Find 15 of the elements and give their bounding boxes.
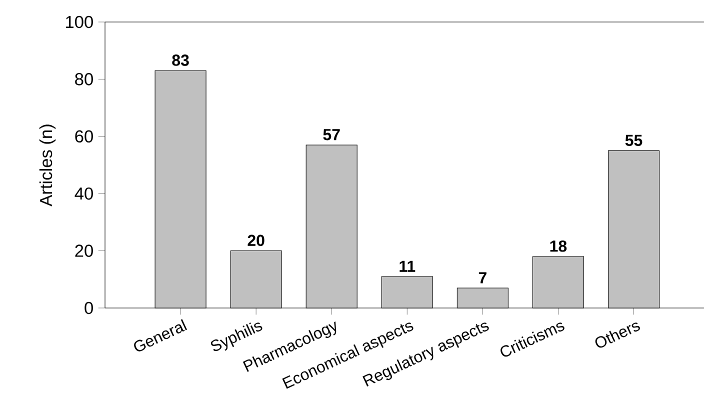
data-label: 55 bbox=[625, 134, 642, 146]
data-label: 7 bbox=[478, 272, 486, 284]
data-label: 83 bbox=[172, 54, 189, 66]
y-tick-label: 60 bbox=[75, 130, 93, 143]
y-axis-title: Articles (n) bbox=[39, 124, 56, 206]
data-label: 11 bbox=[400, 260, 416, 272]
y-tick-label: 40 bbox=[74, 187, 93, 200]
x-tick-label: Others bbox=[595, 322, 640, 348]
y-tick-label: 0 bbox=[84, 302, 93, 314]
data-label: 57 bbox=[323, 129, 340, 140]
data-label: 18 bbox=[550, 240, 567, 252]
data-label: 20 bbox=[248, 234, 264, 246]
y-tick-label: 20 bbox=[75, 244, 93, 257]
y-tick-label: 100 bbox=[66, 16, 93, 28]
y-tick-label: 80 bbox=[75, 73, 93, 86]
